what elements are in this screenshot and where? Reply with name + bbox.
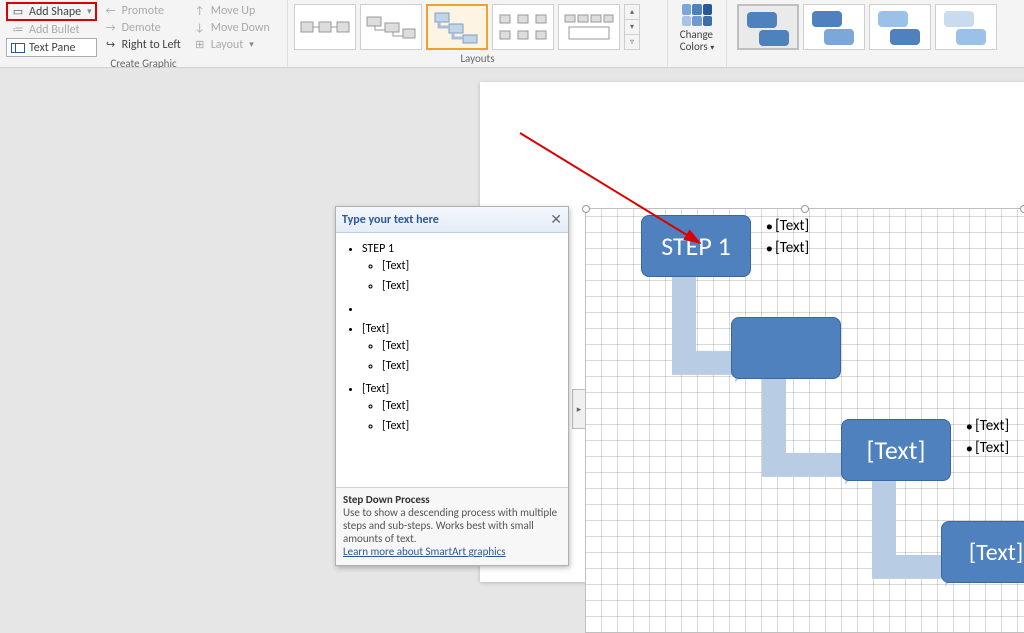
- scroll-up-icon[interactable]: ▴: [625, 5, 639, 20]
- bullet-icon: ≔: [11, 23, 25, 36]
- text-pane-subitem[interactable]: [Text]: [382, 416, 564, 436]
- text-pane-item[interactable]: STEP 1[Text][Text]: [362, 239, 564, 299]
- style-thumb[interactable]: [737, 4, 799, 50]
- text-pane-toggle[interactable]: Text Pane: [6, 38, 97, 57]
- right-to-left-button[interactable]: ↪ Right to Left: [99, 36, 186, 53]
- layout-thumb[interactable]: [492, 4, 554, 50]
- demote-button[interactable]: → Demote: [99, 19, 186, 36]
- change-colors-button[interactable]: ChangeColors ▾: [670, 2, 724, 55]
- rtl-icon: ↪: [104, 38, 118, 51]
- text-pane-subitem[interactable]: [Text]: [382, 276, 564, 296]
- layout-icon: ⊞: [193, 38, 207, 51]
- change-colors-group: ChangeColors ▾: [668, 0, 727, 67]
- footer-link[interactable]: Learn more about SmartArt graphics: [343, 545, 506, 558]
- label: Add Shape: [29, 5, 81, 19]
- style-thumb[interactable]: [935, 4, 997, 50]
- text-pane: Type your text here ✕ STEP 1[Text][Text]…: [335, 206, 569, 566]
- label: Layout: [211, 38, 244, 52]
- ribbon: ▭ Add Shape ▾ ≔ Add Bullet Text Pane ← Pr…: [0, 0, 1024, 68]
- text-pane-footer: Step Down Process Use to show a descendi…: [336, 487, 568, 565]
- label: Right to Left: [122, 38, 181, 52]
- add-bullet-button[interactable]: ≔ Add Bullet: [6, 21, 97, 38]
- gallery-scroll[interactable]: ▴▾▿: [624, 4, 640, 50]
- move-down-button[interactable]: ↓ Move Down: [188, 19, 275, 36]
- label: Add Bullet: [29, 23, 80, 37]
- layouts-gallery[interactable]: ▴▾▿: [294, 2, 661, 52]
- group-label: [733, 52, 1018, 66]
- chevron-down-icon: ▾: [87, 6, 92, 17]
- smartart-step[interactable]: [731, 317, 841, 379]
- smartart-bullet[interactable]: [Text]: [966, 417, 1009, 435]
- close-icon[interactable]: ✕: [550, 211, 562, 228]
- styles-gallery[interactable]: [733, 2, 1018, 52]
- shape-icon: ▭: [11, 5, 25, 18]
- smartart-bullet[interactable]: [Text]: [966, 439, 1009, 457]
- smartart-bullet[interactable]: [Text]: [766, 217, 809, 235]
- group-label: Layouts: [294, 52, 661, 66]
- label: Move Down: [211, 21, 270, 35]
- text-pane-subitem[interactable]: [Text]: [382, 356, 564, 376]
- scroll-more-icon[interactable]: ▿: [625, 35, 639, 49]
- style-thumb[interactable]: [803, 4, 865, 50]
- label: Promote: [122, 4, 164, 18]
- label: Text Pane: [29, 41, 76, 55]
- smartart-bullet[interactable]: [Text]: [766, 239, 809, 257]
- text-pane-item[interactable]: [Text][Text][Text]: [362, 319, 564, 379]
- text-pane-subitem[interactable]: [Text]: [382, 336, 564, 356]
- scroll-down-icon[interactable]: ▾: [625, 20, 639, 35]
- group-layouts: ▴▾▿ Layouts: [288, 0, 668, 67]
- layout-thumb[interactable]: [360, 4, 422, 50]
- text-pane-title: Type your text here: [342, 213, 439, 227]
- layout-thumb-selected[interactable]: [426, 4, 488, 50]
- group-create-graphic: ▭ Add Shape ▾ ≔ Add Bullet Text Pane ← Pr…: [0, 0, 288, 67]
- text-pane-body[interactable]: STEP 1[Text][Text][Text][Text][Text][Tex…: [336, 233, 568, 487]
- arrow-left-icon: ←: [104, 4, 118, 17]
- text-pane-header: Type your text here ✕: [336, 207, 568, 233]
- smartart-step[interactable]: [Text]: [941, 521, 1024, 583]
- group-styles: [727, 0, 1024, 67]
- arrow-down-icon: ↓: [193, 21, 207, 34]
- layout-button[interactable]: ⊞ Layout ▾: [188, 36, 275, 53]
- arrow-right-icon: →: [104, 21, 118, 34]
- label: Move Up: [211, 4, 256, 18]
- color-swatch-icon: [682, 4, 712, 26]
- text-pane-subitem[interactable]: [Text]: [382, 256, 564, 276]
- text-pane-item[interactable]: [362, 299, 564, 319]
- smartart-canvas[interactable]: ▸ STEP 1[Text][Text][Text][Text][Text][T…: [585, 208, 1024, 633]
- text-pane-item[interactable]: [Text][Text][Text]: [362, 379, 564, 439]
- arrow-up-icon: ↑: [193, 4, 207, 17]
- label: Demote: [122, 21, 161, 35]
- textpane-expander[interactable]: ▸: [572, 389, 585, 429]
- style-thumb[interactable]: [869, 4, 931, 50]
- layout-thumb[interactable]: [294, 4, 356, 50]
- document-area: ▸ STEP 1[Text][Text][Text][Text][Text][T…: [0, 68, 1024, 565]
- smartart-step[interactable]: STEP 1: [641, 215, 751, 277]
- move-up-button[interactable]: ↑ Move Up: [188, 2, 275, 19]
- text-pane-subitem[interactable]: [Text]: [382, 396, 564, 416]
- smartart-step[interactable]: [Text]: [841, 419, 951, 481]
- promote-button[interactable]: ← Promote: [99, 2, 186, 19]
- footer-title: Step Down Process: [343, 493, 430, 506]
- layout-thumb[interactable]: [558, 4, 620, 50]
- add-shape-button[interactable]: ▭ Add Shape ▾: [6, 2, 97, 21]
- footer-desc: Use to show a descending process with mu…: [343, 506, 557, 545]
- chevron-down-icon: ▾: [249, 39, 254, 50]
- textpane-icon: [11, 43, 25, 53]
